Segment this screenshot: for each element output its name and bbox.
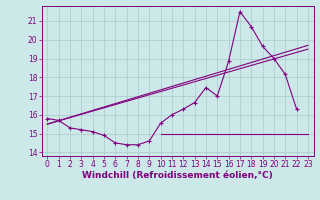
X-axis label: Windchill (Refroidissement éolien,°C): Windchill (Refroidissement éolien,°C) — [82, 171, 273, 180]
